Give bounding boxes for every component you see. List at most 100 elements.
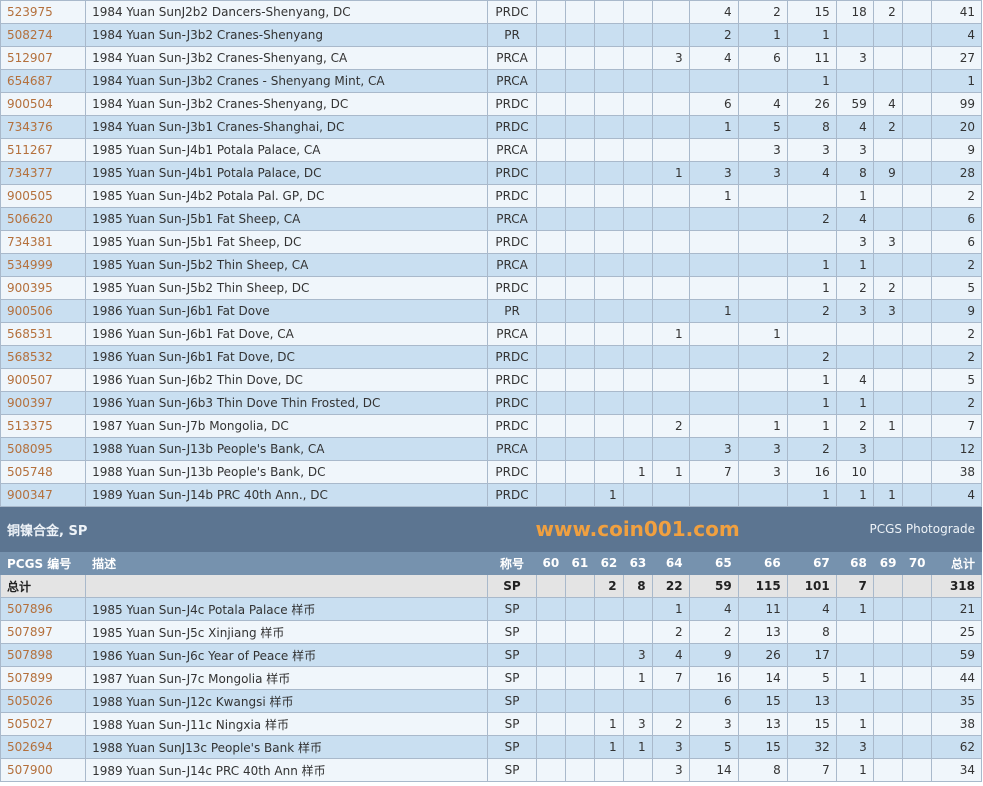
grade-count-60 [535,666,566,690]
pcgs-number-link[interactable]: 505748 [0,460,87,484]
grade-count-62 [593,276,624,300]
grade-count-66: 5 [737,115,788,139]
grade-count-65 [688,414,739,438]
grade-count-65: 4 [688,46,739,70]
coin-description: 1984 Yuan Sun-J3b2 Cranes-Shenyang [85,23,489,47]
grade-count-67: 2 [786,345,837,369]
grade-count-69: 3 [872,230,903,254]
pcgs-number-link[interactable]: 507900 [0,758,87,782]
coin-description: 1984 Yuan Sun-J3b2 Cranes-Shenyang, DC [85,92,489,116]
grade-designation: PRDC [487,368,537,392]
pcgs-number-link[interactable]: 507897 [0,620,87,644]
grade-count-67: 2 [786,437,837,461]
pcgs-number-link[interactable]: 900504 [0,92,87,116]
grade-count-69 [872,735,903,759]
pcgs-number-link[interactable]: 900395 [0,276,87,300]
pcgs-number-link[interactable]: 568531 [0,322,87,346]
grade-count-67: 2 [786,207,837,231]
pcgs-number-link[interactable]: 900347 [0,483,87,507]
pcgs-number-link[interactable]: 534999 [0,253,87,277]
grade-count-62 [593,368,624,392]
coin-description: 1986 Yuan Sun-J6b1 Fat Dove, DC [85,345,489,369]
row-total: 34 [930,758,983,782]
section-header: 铜镍合金, SP www.coin001.com PCGS Photograde [0,506,983,552]
grade-count-68: 4 [835,207,874,231]
grade-count-66: 15 [737,735,788,759]
grade-count-62 [593,253,624,277]
grade-count-61 [564,276,595,300]
pcgs-number-link[interactable]: 512907 [0,46,87,70]
grade-count-63 [622,689,653,713]
grade-count-67: 15 [786,0,837,24]
pcgs-number-link[interactable]: 507899 [0,666,87,690]
grade-count-70 [901,92,932,116]
grade-count-67: 1 [786,23,837,47]
pcgs-number-link[interactable]: 900397 [0,391,87,415]
table-row: 568531 1986 Yuan Sun-J6b1 Fat Dove, CA PRC… [0,322,983,346]
grade-designation: PRDC [487,92,537,116]
grade-count-63 [622,345,653,369]
photograde-link[interactable]: PCGS Photograde [786,506,983,552]
grade-count-67: 16 [786,460,837,484]
grade-count-68: 2 [835,276,874,300]
total-count-65: 59 [688,574,739,598]
grade-count-62 [593,597,624,621]
grade-count-62 [593,0,624,24]
grade-count-64 [651,299,690,323]
pcgs-number-link[interactable]: 511267 [0,138,87,162]
grand-total: 318 [930,574,983,598]
table-row: 507898 1986 Yuan Sun-J6c Year of Peace 样币… [0,643,983,667]
grade-count-65: 7 [688,460,739,484]
grade-count-69 [872,345,903,369]
total-count-67: 101 [786,574,837,598]
grade-count-67: 32 [786,735,837,759]
row-total: 21 [930,597,983,621]
grade-count-70 [901,184,932,208]
row-total: 6 [930,207,983,231]
grade-count-63 [622,276,653,300]
grade-count-60 [535,115,566,139]
grade-count-64: 3 [651,758,690,782]
pcgs-number-link[interactable]: 900507 [0,368,87,392]
table-row: 507897 1985 Yuan Sun-J5c Xinjiang 样币 SP 2 2 1… [0,620,983,644]
pcgs-number-link[interactable]: 507896 [0,597,87,621]
pcgs-number-link[interactable]: 654687 [0,69,87,93]
grade-designation: PRCA [487,437,537,461]
pcgs-number-link[interactable]: 900506 [0,299,87,323]
grade-count-61 [564,0,595,24]
pcgs-number-link[interactable]: 734376 [0,115,87,139]
coin-description: 1985 Yuan Sun-J4b1 Potala Palace, DC [85,161,489,185]
pcgs-number-link[interactable]: 505026 [0,689,87,713]
grade-count-64: 3 [651,46,690,70]
pcgs-number-link[interactable]: 508095 [0,437,87,461]
pcgs-number-link[interactable]: 502694 [0,735,87,759]
grade-count-66 [737,69,788,93]
pcgs-number-link[interactable]: 506620 [0,207,87,231]
pcgs-number-link[interactable]: 513375 [0,414,87,438]
grade-count-68 [835,69,874,93]
grade-count-60 [535,276,566,300]
grade-count-61 [564,299,595,323]
section-sp: 铜镍合金, SP www.coin001.com PCGS Photograde… [0,506,983,598]
pcgs-number-link[interactable]: 734381 [0,230,87,254]
coin-description: 1986 Yuan Sun-J6c Year of Peace 样币 [85,643,489,667]
pcgs-number-link[interactable]: 523975 [0,0,87,24]
table-row: 505027 1988 Yuan Sun-J11c Ningxia 样币 SP 1 3 2… [0,712,983,736]
pcgs-number-link[interactable]: 900505 [0,184,87,208]
pcgs-number-link[interactable]: 507898 [0,643,87,667]
grade-count-62 [593,758,624,782]
grade-count-62 [593,414,624,438]
pcgs-number-link[interactable]: 734377 [0,161,87,185]
grade-count-68: 1 [835,597,874,621]
grade-count-68: 1 [835,391,874,415]
grade-count-63: 3 [622,712,653,736]
row-total: 2 [930,391,983,415]
grade-count-69 [872,620,903,644]
grade-count-62 [593,620,624,644]
grade-count-69 [872,184,903,208]
pcgs-number-link[interactable]: 508274 [0,23,87,47]
pcgs-number-link[interactable]: 505027 [0,712,87,736]
pcgs-number-link[interactable]: 568532 [0,345,87,369]
grade-count-64 [651,437,690,461]
grade-count-61 [564,207,595,231]
